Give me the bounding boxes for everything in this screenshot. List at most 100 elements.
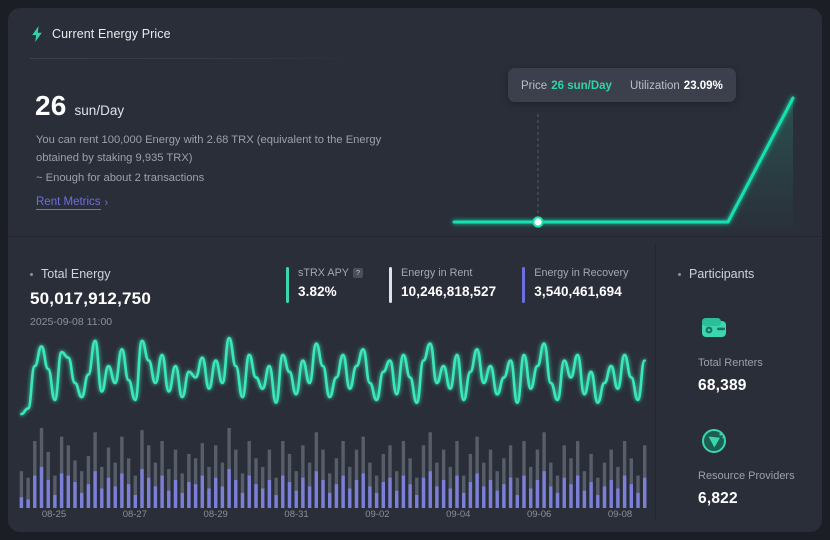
bar-total (502, 458, 506, 508)
kpi-color-bar (389, 267, 393, 303)
bar-total (361, 436, 365, 508)
bar-rent (643, 477, 647, 508)
bar-rent (261, 488, 265, 508)
top-section: Current Energy Price 26 sun/Day You can … (8, 8, 822, 236)
bar-rent (66, 475, 70, 508)
bullet-icon (30, 272, 33, 276)
description-line-2: obtained by staking 9,935 TRX) (36, 152, 193, 164)
bar-total (294, 471, 298, 508)
bar-total (368, 462, 372, 508)
bar-rent (395, 490, 399, 508)
bar-rent (314, 471, 318, 508)
bar-rent (53, 495, 57, 508)
bar-total (193, 458, 198, 508)
price-utilization-chart[interactable]: Price 26 sun/Day Utilization 23.09% (448, 54, 808, 234)
bar-rent (281, 475, 285, 508)
energy-price-card: Current Energy Price 26 sun/Day You can … (8, 8, 822, 532)
bar-rent (348, 488, 352, 508)
kpi-label: Energy in Recovery (534, 267, 629, 279)
help-icon[interactable]: ? (353, 268, 364, 278)
chart-tooltip: Price 26 sun/Day Utilization 23.09% (508, 68, 736, 102)
bar-total (207, 466, 211, 508)
bar-rent (555, 492, 560, 508)
bar-rent (113, 486, 117, 508)
kpi-label-wrap: Energy in Recovery (534, 267, 628, 279)
bar-total (636, 475, 640, 508)
bar-rent (508, 477, 513, 508)
bar-rent (254, 484, 258, 508)
bar-total (508, 445, 513, 508)
bar-rent (381, 482, 385, 508)
kpi-label-wrap: Energy in Rent (401, 267, 496, 279)
bar-rent (636, 492, 640, 508)
bar-rent (448, 488, 452, 508)
kpi-label: Energy in Rent (401, 267, 473, 279)
bar-rent (401, 475, 406, 508)
vertical-divider (655, 243, 656, 520)
bar-rent (502, 484, 506, 508)
bar-rent (462, 492, 466, 508)
stat-value: 6,822 (698, 490, 738, 507)
total-energy-block: Total Energy 50,017,912,750 2025-09-08 1… (30, 267, 151, 328)
bar-total (488, 449, 493, 508)
bar-rent (334, 484, 339, 508)
x-axis-tick-label: 09-08 (607, 509, 633, 520)
bar-total (535, 449, 540, 508)
stat-label: Total Renters (698, 357, 763, 369)
bar-rent (214, 477, 218, 508)
bar-rent (73, 482, 77, 508)
total-energy-timestamp: 2025-09-08 11:00 (30, 316, 113, 328)
bar-total (555, 475, 560, 508)
bar-total (616, 466, 620, 508)
bar-rent (307, 486, 312, 508)
bar-total (462, 475, 466, 508)
bar-rent (39, 466, 44, 508)
bar-rent (535, 479, 540, 508)
tooltip-price-value: 26 sun/Day (551, 80, 612, 92)
bar-total (281, 441, 285, 508)
stat-total-renters: Total Renters 68,389 (698, 312, 763, 395)
bar-total (354, 449, 359, 508)
bar-rent (415, 495, 419, 508)
bar-total (247, 441, 251, 508)
bar-total (59, 436, 64, 508)
bar-rent (100, 488, 104, 508)
participants-title: Participants (678, 267, 754, 281)
bar-total (80, 471, 84, 508)
bar-rent (234, 479, 238, 508)
bar-rent (33, 475, 37, 508)
bar-rent (455, 475, 459, 508)
bar-total (86, 456, 91, 508)
bar-rent (120, 473, 124, 508)
bar-total (133, 475, 137, 508)
bar-total (173, 449, 178, 508)
bar-total (321, 449, 325, 508)
bar-total (549, 462, 553, 508)
bar-total (576, 441, 580, 508)
bar-rent (616, 488, 620, 508)
rent-metrics-link[interactable]: Rent Metrics › (36, 196, 108, 210)
bar-rent (368, 486, 372, 508)
price-curve-line (452, 96, 795, 224)
bar-rent (274, 495, 278, 508)
bar-total (267, 449, 272, 508)
stat-value: 68,389 (698, 377, 747, 394)
bar-rent (515, 495, 519, 508)
bar-rent (522, 475, 526, 508)
current-price: 26 sun/Day (35, 90, 124, 122)
stat-label: Resource Providers (698, 470, 795, 482)
bar-rent (167, 490, 171, 508)
bar-rent (602, 486, 607, 508)
energy-history-chart[interactable] (18, 332, 648, 512)
bar-total (26, 477, 30, 508)
bar-total (421, 445, 426, 508)
bar-total (160, 441, 164, 508)
kpi-value: 3,540,461,694 (534, 284, 622, 299)
bar-total (113, 462, 117, 508)
bar-rent (428, 471, 432, 508)
bar-total (180, 473, 184, 508)
bar-rent (19, 497, 24, 508)
bar-rent (421, 477, 426, 508)
bar-total (187, 453, 191, 508)
bar-total (341, 441, 345, 508)
